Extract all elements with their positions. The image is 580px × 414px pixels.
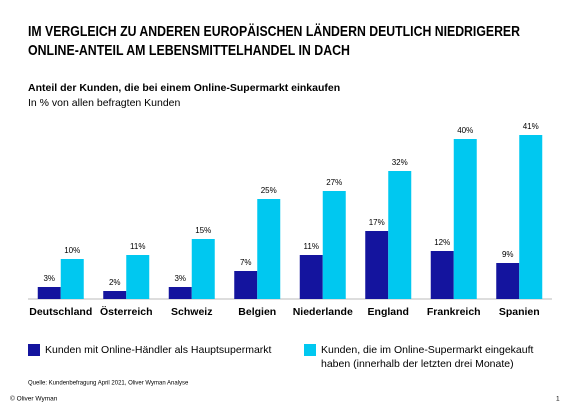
- bar: [453, 139, 477, 299]
- x-tick-label: Österreich: [100, 305, 153, 318]
- value-label: 32%: [392, 158, 408, 167]
- value-label: 11%: [130, 242, 145, 251]
- x-tick-label: Niederlande: [293, 306, 353, 318]
- title-line: IM VERGLEICH ZU ANDEREN EUROPÄISCHEN LÄN…: [28, 23, 520, 40]
- value-label: 11%: [304, 242, 319, 251]
- bar: [168, 287, 192, 299]
- bar: [388, 171, 412, 299]
- bar: [103, 291, 127, 299]
- bar: [60, 259, 84, 299]
- bar: [191, 239, 215, 299]
- bar: [257, 199, 281, 299]
- legend-label: Kunden, die im Online-Supermarkt eingeka…: [321, 344, 534, 370]
- value-label: 9%: [502, 250, 514, 259]
- title-line: ONLINE-ANTEIL AM LEBENSMITTELHANDEL IN D…: [28, 42, 350, 59]
- value-label: 25%: [261, 186, 277, 195]
- value-label: 40%: [457, 126, 473, 135]
- bar: [234, 271, 258, 299]
- x-tick-label: Frankreich: [427, 306, 481, 318]
- subtitle: In % von allen befragten Kunden: [28, 97, 181, 109]
- value-label: 2%: [109, 278, 121, 287]
- value-label: 27%: [326, 178, 342, 187]
- legend-label: Kunden mit Online-Händler als Hauptsuper…: [45, 344, 272, 356]
- x-tick-label: England: [368, 306, 409, 318]
- value-label: 17%: [369, 218, 385, 227]
- bar: [37, 287, 61, 299]
- footer: © Oliver Wyman: [10, 395, 58, 403]
- legend-item: Kunden mit Online-Händler als Hauptsuper…: [45, 344, 272, 356]
- bar: [126, 255, 150, 299]
- bar: [299, 255, 323, 299]
- source: Quelle: Kundenbefragung April 2021, Oliv…: [28, 381, 189, 387]
- x-tick-label: Spanien: [499, 306, 540, 318]
- value-label: 3%: [174, 274, 186, 283]
- bar: [365, 231, 389, 299]
- subtitle: Anteil der Kunden, die bei einem Online-…: [28, 82, 340, 94]
- bar: [322, 191, 346, 299]
- legend-item: Kunden, die im Online-Supermarkt eingeka…: [321, 344, 534, 370]
- x-tick-label: Deutschland: [29, 306, 92, 318]
- x-tick-label: Belgien: [238, 306, 276, 318]
- value-label: 15%: [195, 226, 211, 235]
- value-label: 3%: [43, 274, 55, 283]
- legend-swatch: [28, 344, 40, 356]
- bar: [519, 135, 543, 299]
- legend-swatch: [304, 344, 316, 356]
- page-number: 1: [556, 396, 560, 403]
- value-label: 12%: [434, 238, 450, 247]
- bar: [430, 251, 454, 299]
- value-label: 41%: [523, 122, 539, 131]
- value-label: 7%: [240, 258, 252, 267]
- value-label: 10%: [64, 246, 80, 255]
- bar: [496, 263, 520, 299]
- x-tick-label: Schweiz: [171, 306, 212, 318]
